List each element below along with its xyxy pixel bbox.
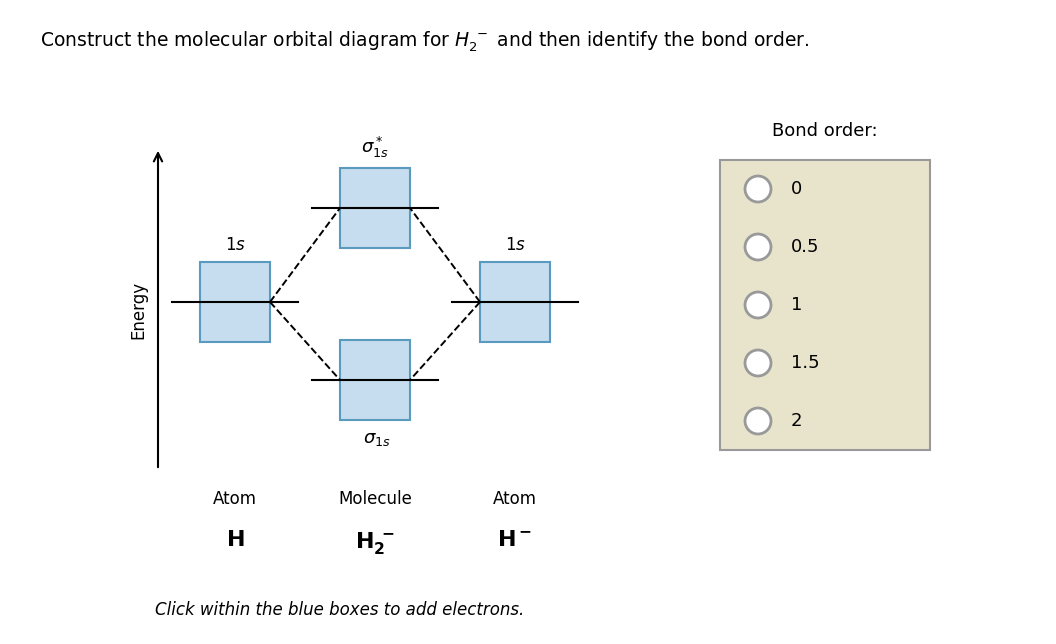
Ellipse shape: [744, 350, 771, 376]
Ellipse shape: [744, 176, 771, 202]
Text: $\mathbf{H}$: $\mathbf{H}$: [226, 530, 244, 550]
Text: Atom: Atom: [493, 490, 538, 508]
Text: 1: 1: [791, 296, 803, 314]
Text: Molecule: Molecule: [338, 490, 412, 508]
Text: $\mathbf{H^-}$: $\mathbf{H^-}$: [497, 530, 532, 550]
Bar: [200, 262, 270, 342]
Text: $1s$: $1s$: [225, 236, 245, 254]
Text: 2: 2: [791, 412, 803, 430]
Text: Bond order:: Bond order:: [772, 122, 878, 140]
Ellipse shape: [744, 234, 771, 260]
Text: 0.5: 0.5: [791, 238, 819, 256]
Text: Construct the molecular orbital diagram for $\mathit{H}_2^{\ -}$ and then identi: Construct the molecular orbital diagram …: [40, 30, 810, 54]
Text: $\mathbf{H_2^{\ -}}$: $\mathbf{H_2^{\ -}}$: [355, 530, 395, 556]
Text: $1s$: $1s$: [505, 236, 526, 254]
Bar: [480, 262, 550, 342]
Text: Energy: Energy: [129, 281, 147, 339]
Text: 1.5: 1.5: [791, 354, 819, 372]
Text: 0: 0: [791, 180, 803, 198]
Text: $\sigma_{1s}$: $\sigma_{1s}$: [363, 430, 391, 448]
Ellipse shape: [744, 292, 771, 318]
Text: $\sigma^*_{1s}$: $\sigma^*_{1s}$: [361, 135, 389, 160]
Bar: [340, 168, 410, 248]
Text: Atom: Atom: [213, 490, 257, 508]
Text: Click within the blue boxes to add electrons.: Click within the blue boxes to add elect…: [155, 601, 524, 619]
Ellipse shape: [744, 408, 771, 434]
Bar: [340, 340, 410, 420]
Bar: [720, 160, 930, 450]
